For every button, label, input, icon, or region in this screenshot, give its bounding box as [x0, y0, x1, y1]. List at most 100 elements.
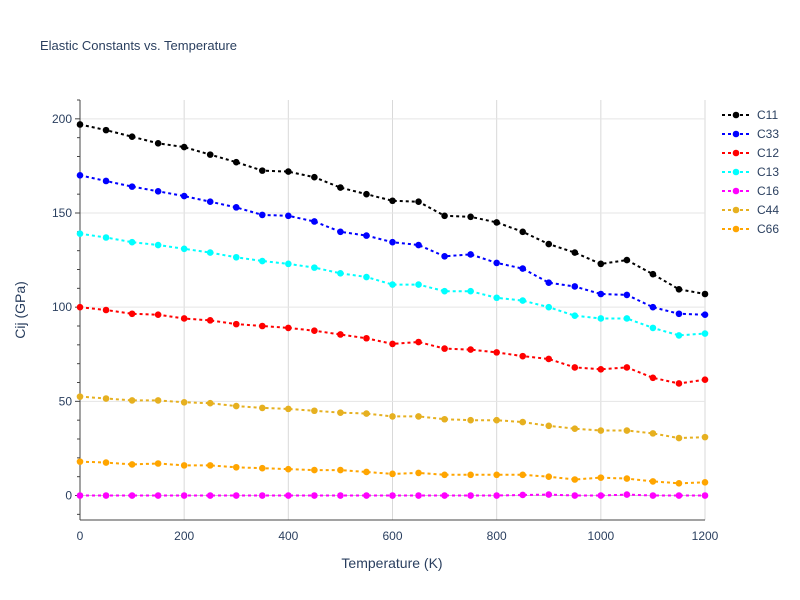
data-point [649, 492, 657, 499]
data-point [180, 462, 188, 469]
data-point [493, 416, 500, 424]
x-tick-label: 600 [382, 529, 402, 543]
legend-item-C13[interactable]: C13 [722, 165, 779, 179]
data-point [311, 218, 318, 225]
legend-item-C16[interactable]: C16 [722, 184, 779, 198]
data-point [545, 422, 553, 430]
y-tick-labels: 0 50 100 150 200 [52, 112, 72, 503]
data-point [597, 315, 605, 322]
data-point [597, 492, 605, 499]
data-point [232, 402, 240, 410]
data-point [311, 492, 318, 499]
data-point [206, 249, 214, 256]
data-point [76, 303, 84, 311]
data-point [519, 228, 527, 236]
data-point [180, 398, 188, 406]
data-point [180, 245, 188, 253]
data-point [701, 311, 709, 319]
series-C12 [76, 303, 709, 387]
legend-swatch-marker [732, 225, 740, 233]
data-point [180, 192, 188, 200]
data-point [102, 492, 110, 499]
data-point [545, 240, 553, 248]
legend-item-C66[interactable]: C66 [722, 222, 779, 236]
y-tick-label: 50 [59, 394, 73, 408]
data-point [675, 492, 683, 499]
data-point [415, 338, 422, 346]
data-point [76, 492, 84, 499]
data-point [545, 473, 553, 480]
legend-item-C44[interactable]: C44 [722, 203, 779, 217]
data-point [258, 492, 266, 499]
data-point [285, 492, 292, 499]
data-point [467, 251, 474, 258]
data-point [102, 306, 110, 314]
legend-item-C12[interactable]: C12 [722, 146, 779, 160]
data-point [571, 283, 579, 290]
data-point [206, 462, 214, 469]
data-point [102, 234, 110, 241]
data-point [311, 264, 318, 271]
legend-item-C11[interactable]: C11 [722, 108, 778, 122]
data-point [206, 198, 214, 206]
data-point [206, 399, 214, 407]
data-point [493, 349, 500, 356]
data-point [467, 492, 474, 499]
data-point [493, 471, 500, 479]
data-point [649, 324, 657, 332]
legend-swatch-marker [732, 149, 740, 157]
data-point [285, 324, 292, 332]
data-point [701, 376, 709, 383]
data-point [258, 464, 266, 472]
data-point [415, 413, 422, 420]
x-tick-label: 1000 [587, 529, 614, 543]
data-point [258, 404, 266, 412]
x-tick-label: 800 [487, 529, 507, 543]
data-point [675, 332, 683, 339]
data-point [363, 410, 370, 417]
data-point [597, 260, 605, 268]
data-point [597, 366, 605, 373]
data-point [415, 281, 422, 288]
series-C11 [76, 121, 709, 298]
data-point [623, 427, 631, 434]
data-point [467, 471, 474, 479]
legend: C11 C33 C12 C13 C16 C44 C66 [722, 108, 779, 236]
data-point [675, 310, 683, 318]
data-point [102, 126, 110, 134]
data-point [232, 253, 240, 261]
data-point [415, 492, 422, 499]
data-point [623, 315, 631, 322]
data-point [415, 198, 422, 206]
data-point [675, 285, 683, 293]
data-point [102, 177, 110, 185]
y-axis-title: Cij (GPa) [12, 281, 28, 339]
data-point [545, 491, 553, 498]
legend-item-C33[interactable]: C33 [722, 127, 779, 141]
legend-swatch-marker [732, 130, 740, 138]
data-point [675, 479, 683, 487]
data-point [128, 133, 136, 141]
data-point [258, 322, 266, 330]
data-point [519, 352, 527, 360]
data-point [128, 310, 136, 318]
grid [80, 100, 706, 520]
data-point [493, 259, 500, 267]
data-point [649, 478, 657, 485]
data-point [701, 433, 709, 441]
data-point [701, 330, 709, 337]
data-point [337, 409, 344, 416]
data-point [154, 241, 162, 249]
data-point [102, 459, 110, 466]
data-point [232, 492, 240, 499]
data-point [285, 405, 292, 413]
data-point [467, 416, 474, 424]
data-point [441, 415, 448, 423]
x-tick-labels: 0 200 400 600 800 1000 1200 [77, 529, 719, 543]
data-point [311, 466, 318, 474]
data-point [363, 492, 370, 499]
data-point [571, 364, 579, 371]
data-point [493, 294, 500, 302]
data-point [285, 212, 292, 220]
